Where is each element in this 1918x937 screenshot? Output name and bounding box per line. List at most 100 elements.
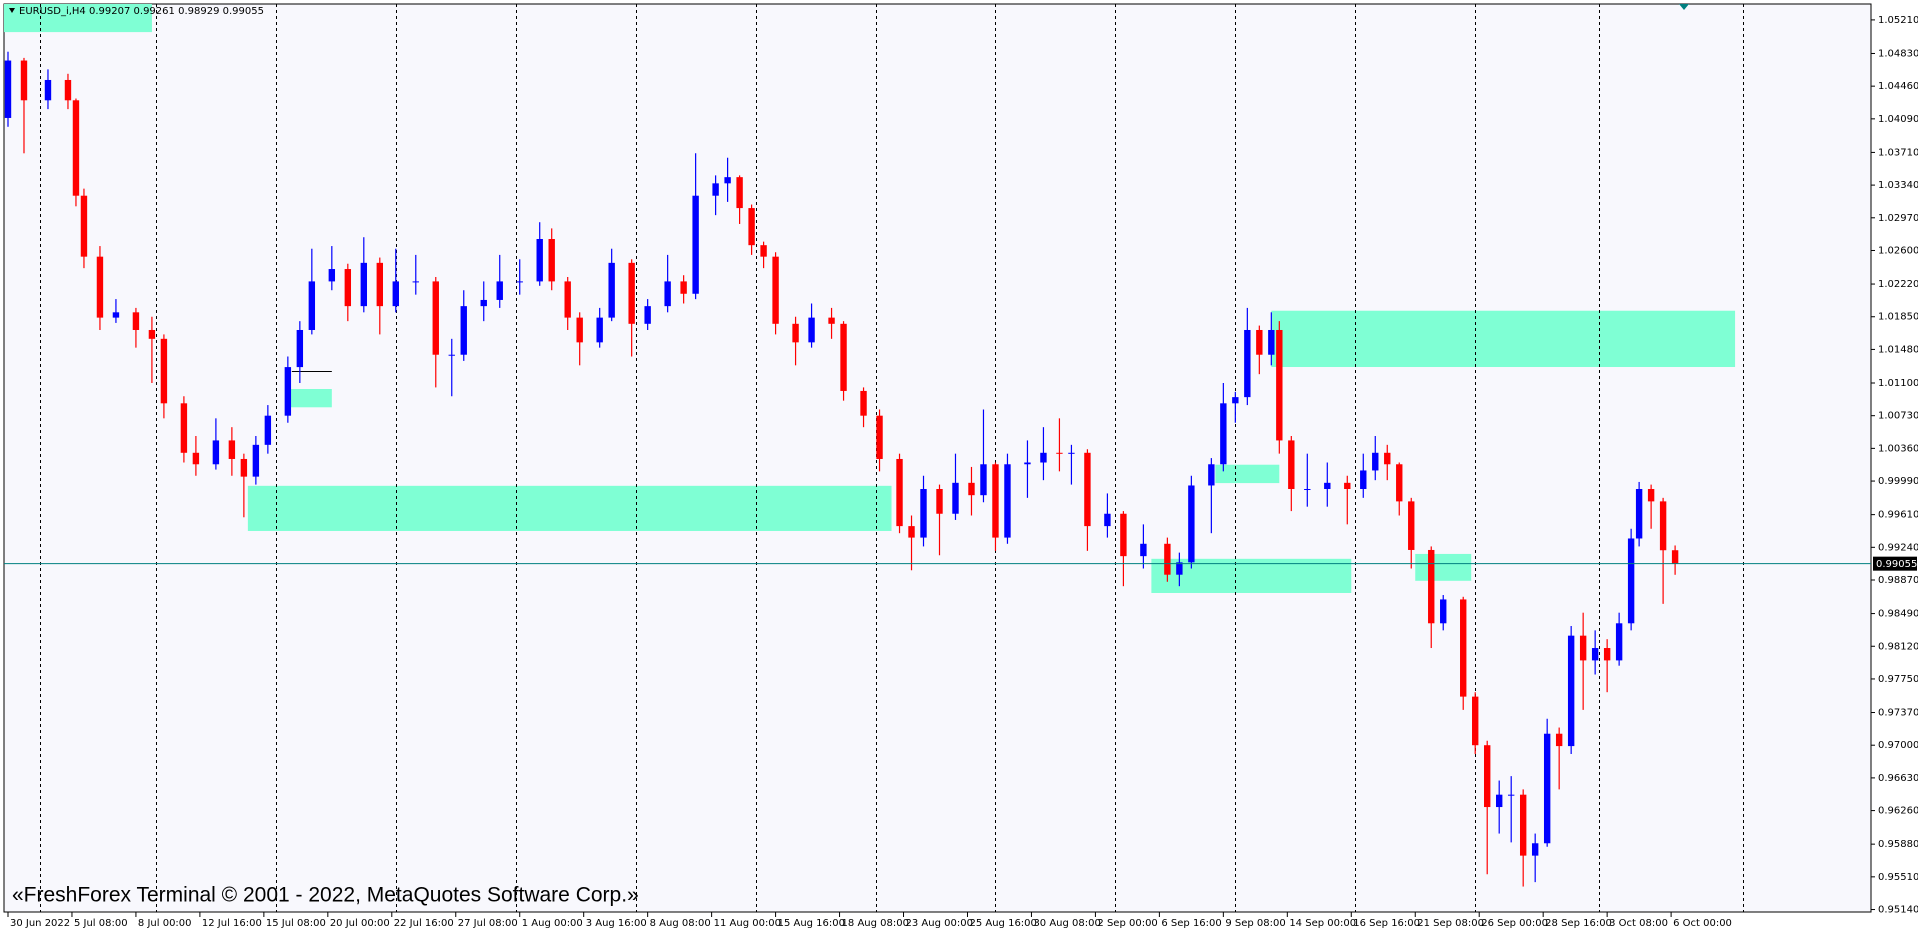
- candle-body: [644, 306, 651, 324]
- candle-body: [1428, 549, 1435, 624]
- candle-body: [412, 281, 419, 283]
- y-tick-label: 1.05210: [1878, 15, 1918, 26]
- candle-body: [1256, 329, 1263, 355]
- y-tick-label: 1.01100: [1878, 378, 1918, 389]
- candle-body: [1360, 470, 1367, 490]
- candle-body: [1472, 696, 1479, 746]
- symbol-menu-icon[interactable]: [9, 8, 15, 13]
- candle-body: [1304, 489, 1311, 491]
- zone: [4, 4, 152, 33]
- candle-body: [1591, 648, 1599, 661]
- x-tick-label: 8 Aug 08:00: [650, 918, 711, 929]
- y-tick-label: 0.97370: [1878, 708, 1918, 719]
- candle-body: [1288, 440, 1295, 490]
- candle-body: [1140, 543, 1147, 557]
- y-tick-label: 1.03710: [1878, 147, 1918, 158]
- candle-body: [664, 281, 671, 307]
- axes: 1.05210 1.04830 1.04460 1.04090 1.03710 1.033…: [7, 15, 1918, 929]
- candle-body: [1164, 543, 1171, 575]
- candle-body: [596, 317, 603, 343]
- y-tick-label: 0.99990: [1878, 476, 1918, 487]
- y-tick-label: 1.04460: [1878, 81, 1918, 92]
- x-tick-label: 27 Jul 08:00: [458, 918, 518, 929]
- candle-body: [228, 440, 236, 459]
- candle-body: [1603, 648, 1611, 661]
- candle-body: [1567, 635, 1575, 747]
- candle-body: [64, 79, 72, 101]
- x-tick-label: 6 Sep 16:00: [1161, 918, 1221, 929]
- candle-body: [1244, 329, 1251, 398]
- candle-body: [96, 256, 104, 318]
- high-value: 0.99261: [134, 6, 175, 17]
- x-tick-label: 16 Sep 16:00: [1353, 918, 1420, 929]
- candle-body: [1440, 599, 1447, 624]
- candle-body: [252, 444, 260, 477]
- candle-body: [1615, 623, 1623, 661]
- plot-area: [3, 3, 1872, 913]
- candle-body: [548, 238, 555, 282]
- candle-body: [212, 440, 220, 465]
- x-tick-label: 26 Sep 00:00: [1481, 918, 1548, 929]
- candle-body: [132, 312, 140, 330]
- y-tick-label: 0.99610: [1878, 510, 1918, 521]
- candle-body: [692, 195, 699, 294]
- y-tick-label: 0.98490: [1878, 609, 1918, 620]
- candle-body: [160, 338, 168, 404]
- x-tick-label: 30 Aug 08:00: [1033, 918, 1100, 929]
- symbol: EURUSD_i,H4: [19, 6, 86, 17]
- candle-body: [564, 281, 571, 318]
- y-tick-label: 1.01850: [1878, 312, 1918, 323]
- candle-body: [1372, 452, 1379, 471]
- x-tick-label: 8 Jul 00:00: [138, 918, 192, 929]
- x-tick-label: 5 Jul 08:00: [74, 918, 128, 929]
- candle-body: [1276, 329, 1283, 441]
- y-tick-label: 0.98870: [1878, 575, 1918, 586]
- x-tick-label: 18 Aug 08:00: [842, 918, 909, 929]
- candle-body: [448, 354, 455, 356]
- candle-body: [1040, 452, 1047, 463]
- candle-body: [724, 177, 731, 184]
- zone: [247, 485, 892, 531]
- candle-body: [1176, 562, 1183, 575]
- candle-body: [576, 317, 583, 343]
- y-tick-label: 0.99240: [1878, 542, 1918, 553]
- x-tick-label: 12 Jul 16:00: [202, 918, 262, 929]
- candle-body: [712, 183, 719, 196]
- symbol-header: EURUSD_i,H4 0.99207 0.99261 0.98929 0.99…: [19, 6, 264, 17]
- y-tick-label: 1.02600: [1878, 245, 1918, 256]
- x-tick-label: 15 Aug 16:00: [778, 918, 845, 929]
- candle-body: [180, 403, 188, 453]
- candle-body: [1519, 794, 1527, 856]
- candle-body: [860, 390, 867, 416]
- candle-body: [1268, 329, 1275, 355]
- zone: [1215, 464, 1280, 484]
- candle-body: [1188, 485, 1195, 563]
- candle-body: [1104, 513, 1111, 527]
- candle-body: [496, 281, 503, 300]
- x-tick-label: 14 Sep 00:00: [1289, 918, 1356, 929]
- candle-body: [112, 312, 120, 318]
- candle-body: [360, 262, 368, 307]
- candle-body: [148, 329, 156, 339]
- candle-body: [4, 60, 12, 118]
- candle-body: [1460, 599, 1467, 697]
- zone: [287, 389, 332, 408]
- x-tick-label: 28 Sep 16:00: [1545, 918, 1612, 929]
- candle-body: [392, 281, 399, 307]
- x-tick-label: 22 Jul 16:00: [394, 918, 454, 929]
- y-tick-label: 0.95140: [1878, 905, 1918, 916]
- zone: [1151, 558, 1352, 593]
- candle-body: [748, 208, 755, 246]
- candle-body: [840, 323, 847, 391]
- candle-body: [1056, 452, 1063, 454]
- candle-body: [72, 100, 80, 196]
- x-tick-label: 20 Jul 00:00: [330, 918, 390, 929]
- candle-body: [876, 415, 883, 459]
- candle-body: [1484, 745, 1491, 808]
- y-tick-label: 0.96260: [1878, 806, 1918, 817]
- zones: [4, 4, 1736, 593]
- zone: [1415, 553, 1472, 581]
- candle-body: [1232, 397, 1239, 404]
- y-tick-label: 0.96630: [1878, 773, 1918, 784]
- y-tick-label: 1.04830: [1878, 48, 1918, 59]
